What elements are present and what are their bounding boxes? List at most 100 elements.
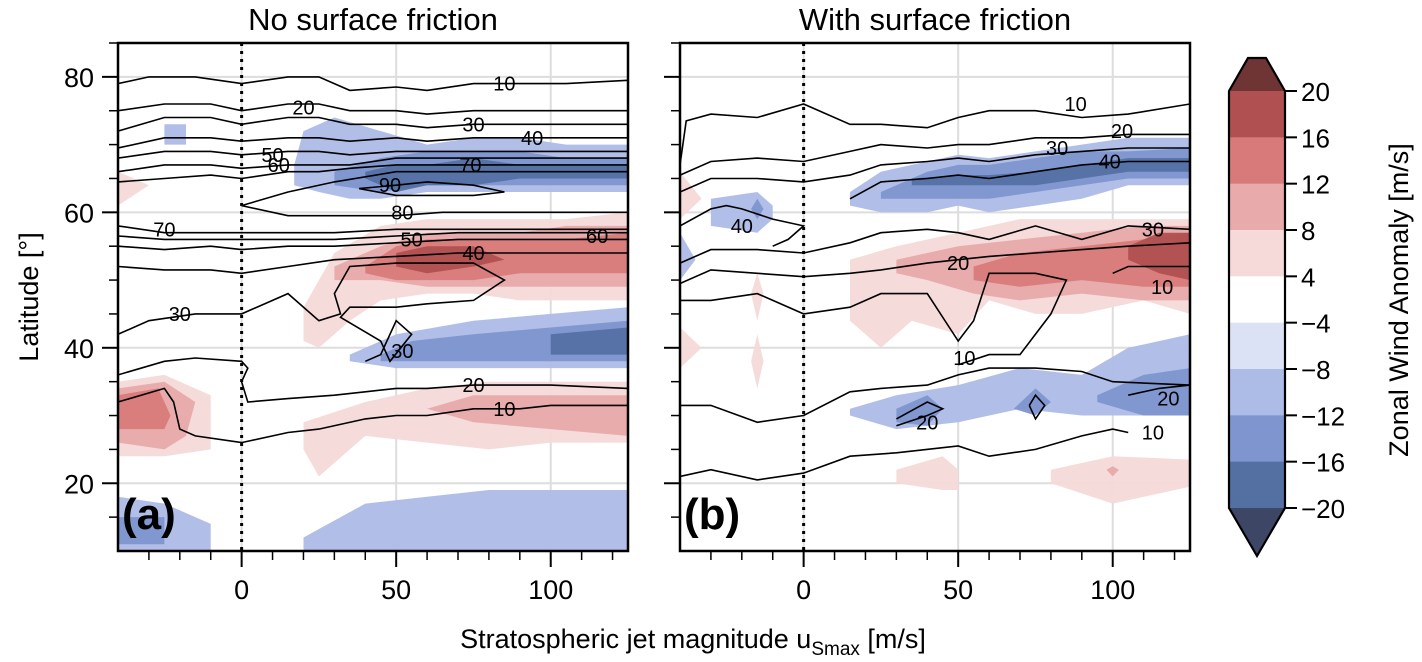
contour-label: 20 (947, 253, 969, 275)
colorbar-tick-label: −16 (1301, 448, 1345, 478)
wind-contour (118, 150, 628, 159)
colorbar-tick-label: 4 (1301, 262, 1315, 292)
wind-contour (680, 133, 1190, 176)
contour-label: 20 (462, 375, 484, 397)
wind-contour (680, 242, 1190, 285)
wind-contour (358, 181, 505, 197)
wind-contour (1028, 393, 1046, 421)
colorbar-tick-label: −12 (1301, 401, 1345, 431)
panel-label: (b) (684, 490, 740, 539)
wind-contour (118, 103, 628, 115)
colorbar-tick-label: −8 (1301, 355, 1331, 385)
x-tick-label: 50 (381, 575, 411, 605)
x-tick-label: 50 (943, 575, 973, 605)
anomaly-region (751, 334, 764, 389)
anomaly-region (1050, 456, 1190, 504)
y-tick-label: 40 (64, 334, 94, 364)
contour-label: 40 (731, 216, 753, 238)
anomaly-region (365, 158, 628, 192)
colorbar-band (1229, 276, 1285, 324)
colorbar-band (1229, 461, 1285, 509)
colorbar-tick-label: 8 (1301, 216, 1315, 246)
contour-label: 20 (1111, 121, 1133, 143)
anomaly-region (896, 456, 959, 490)
y-tick-label: 60 (64, 198, 94, 228)
colorbar: 20 16 12 8 4 −4 −8 −12 −16 −20 (1227, 56, 1345, 559)
wind-contour (118, 387, 628, 444)
colorbar-tick-label: −20 (1301, 494, 1345, 524)
wind-contour (241, 170, 628, 217)
contour-label: 40 (521, 128, 543, 150)
plot-frame (678, 41, 1192, 553)
colorbar-band (1229, 322, 1285, 370)
y-tick-label: 20 (64, 469, 94, 499)
contour-label: 50 (261, 145, 283, 167)
wind-contour (118, 164, 628, 183)
contour-label: 70 (153, 219, 175, 241)
y-axis-label: Latitude [°] (14, 232, 44, 361)
plot-frame (116, 41, 630, 553)
colorbar-outline (1227, 56, 1287, 559)
x-tick-label: 0 (796, 575, 811, 605)
contour-label: 10 (1151, 277, 1173, 299)
wind-contour (1128, 384, 1190, 396)
anomaly-region (303, 490, 628, 551)
anomaly-region (1106, 466, 1119, 477)
anomaly-region (680, 327, 702, 369)
anomaly-region (751, 273, 764, 321)
x-axis-label: Stratospheric jet magnitude uSmax [m/s] (460, 624, 926, 660)
wind-contour (896, 401, 945, 427)
wind-contour (680, 272, 1068, 366)
x-tick-label: 100 (1090, 575, 1135, 605)
wind-contour (1112, 265, 1190, 275)
wind-contour (680, 367, 1190, 424)
wind-contour (680, 225, 1190, 264)
wind-contour (118, 231, 628, 241)
anomaly-region (118, 517, 165, 545)
anomaly-region (550, 327, 628, 355)
x-axis-label-main: Stratospheric jet magnitude u (460, 624, 811, 654)
contour-label: 10 (493, 74, 515, 96)
panel-label: (a) (122, 490, 176, 539)
colorbar-band (1229, 415, 1285, 463)
colorbar-band (1229, 91, 1285, 138)
x-tick-label: 100 (528, 575, 573, 605)
anomaly-region (164, 124, 186, 145)
contour-label: 30 (1142, 219, 1164, 241)
contour-label: 40 (462, 243, 484, 265)
contour-label: 20 (916, 412, 938, 434)
wind-contour (118, 157, 628, 173)
wind-contour (680, 147, 1190, 193)
anomaly-region (751, 198, 764, 220)
contour-label: 30 (1046, 138, 1068, 160)
wind-contour (118, 136, 628, 149)
contour-label: 10 (1065, 94, 1087, 116)
contour-label: 10 (953, 348, 975, 370)
contour-label: 80 (391, 202, 413, 224)
wind-contour (680, 204, 806, 247)
wind-contour (118, 76, 628, 92)
colorbar-band (1229, 230, 1285, 277)
contour-label: 30 (391, 341, 413, 363)
colorbar-band (1229, 369, 1285, 416)
anomaly-region (118, 171, 149, 206)
contour-label: 70 (459, 155, 481, 177)
wind-contour (849, 160, 1190, 200)
contour-label: 50 (401, 229, 423, 251)
contour-label: 40 (1099, 152, 1121, 174)
colorbar-label: Zonal Wind Anomaly [m/s] (1384, 143, 1414, 457)
wind-contour (118, 252, 628, 275)
contour-label: 10 (1142, 422, 1164, 444)
colorbar-extend-over (1229, 58, 1285, 91)
contour-label: 10 (493, 399, 515, 421)
panel-b-title: With surface friction (799, 2, 1071, 37)
x-axis-label-sub: Smax (811, 639, 860, 660)
colorbar-tick-label: 16 (1301, 123, 1330, 153)
wind-contour (118, 116, 628, 132)
colorbar-tick-label: 12 (1301, 170, 1330, 200)
wind-contour (118, 238, 628, 251)
wind-contour (680, 428, 1129, 481)
